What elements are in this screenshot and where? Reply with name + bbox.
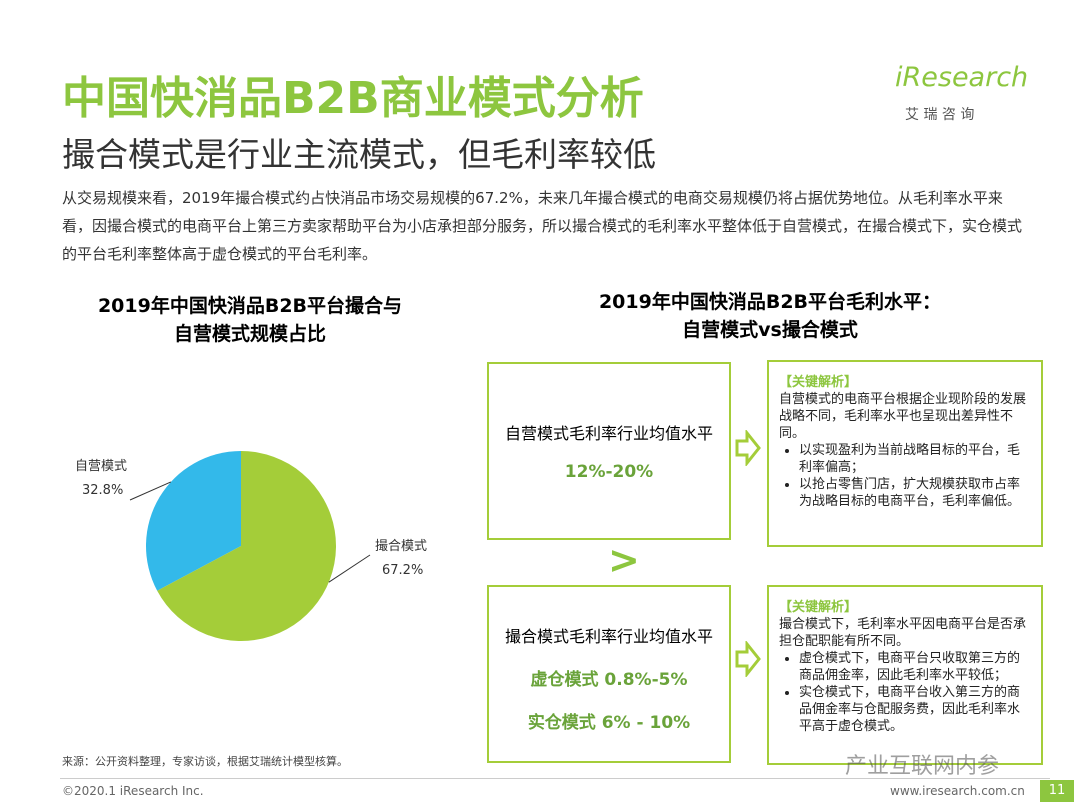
metric-value: 12%-20% [564, 462, 654, 482]
analysis-box: 【关键解析】 撮合模式下，毛利率水平因电商平台是否承担仓配职能有所不同。 虚仓模… [767, 585, 1043, 765]
arrow [735, 641, 761, 677]
subtitle: 撮合模式是行业主流模式，但毛利率较低 [62, 135, 656, 174]
metric-box: 自营模式毛利率行业均值水平 12%-20% [487, 362, 731, 540]
title: 中国快消品B2B商业模式分析 [62, 73, 644, 124]
slice-value: 32.8% [82, 483, 123, 498]
slice-value: 67.2% [382, 563, 423, 578]
source: 来源：公开资料整理，专家访谈，根据艾瑞统计模型核算。 [62, 755, 348, 768]
arrow [735, 430, 761, 466]
chart-title-line: 2019年中国快消品B2B平台撮合与 [97, 295, 403, 317]
comparison-title-line: 自营模式vs撮合模式 [682, 319, 858, 341]
page-number: 11 [1040, 780, 1074, 802]
analysis-bullet: 以实现盈利为当前战略目标的平台，毛利率偏高； [799, 442, 1031, 476]
metric-value: 实仓模式 6% - 10% [527, 713, 691, 733]
analysis-heading: 【关键解析】 [779, 375, 858, 390]
slice-label: 撮合模式 [375, 538, 427, 554]
chart-title-line: 自营模式规模占比 [173, 323, 326, 345]
analysis-text: 自营模式的电商平台根据企业现阶段的发展战略不同，毛利率水平也呈现出差异性不同。 [779, 392, 1027, 441]
footer-rule [60, 778, 1050, 779]
analysis-text: 撮合模式下，毛利率水平因电商平台是否承担仓配职能有所不同。 [779, 617, 1027, 649]
copyright: ©2020.1 iResearch Inc. [62, 784, 204, 798]
metric-label: 撮合模式毛利率行业均值水平 [504, 627, 713, 646]
url: www.iresearch.com.cn [890, 784, 1025, 798]
slice-label: 自营模式 [75, 459, 127, 474]
analysis-bullet: 虚仓模式下，电商平台只收取第三方的商品佣金率，因此毛利率水平较低； [799, 650, 1031, 684]
leader-line [129, 481, 172, 501]
pie-slice [157, 451, 337, 642]
analysis-bullet: 以抢占零售门店，扩大规模获取市占率为战略目标的电商平台，毛利率偏低。 [799, 476, 1031, 510]
analysis-bullet: 实仓模式下，电商平台收入第三方的商品佣金率与仓配服务费，因此毛利率水平高于虚仓模… [799, 684, 1031, 735]
comparison-title: 2019年中国快消品B2B平台毛利水平： 自营模式vs撮合模式 [540, 288, 1000, 344]
pie-slice [146, 451, 241, 591]
comparison-title-line: 2019年中国快消品B2B平台毛利水平： [598, 291, 942, 313]
analysis-box: 【关键解析】 自营模式的电商平台根据企业现阶段的发展战略不同，毛利率水平也呈现出… [767, 360, 1043, 547]
comparator: > [608, 538, 640, 582]
logo: iResearch [895, 62, 1029, 93]
metric-value: 虚仓模式 0.8%-5% [530, 670, 688, 690]
metric-box: 撮合模式毛利率行业均值水平 虚仓模式 0.8%-5% 实仓模式 6% - 10% [487, 585, 731, 763]
analysis-heading: 【关键解析】 [779, 600, 858, 615]
leader-line [328, 554, 371, 583]
logo-sub: 艾 瑞 咨 询 [905, 107, 975, 123]
metric-label: 自营模式毛利率行业均值水平 [504, 424, 713, 443]
pie-chart: 自营模式 32.8% 撮合模式 67.2% [75, 451, 427, 642]
intro: 从交易规模来看，2019年撮合模式约占快消品市场交易规模的67.2%，未来几年撮… [62, 189, 1023, 263]
chart-title: 2019年中国快消品B2B平台撮合与 自营模式规模占比 [60, 292, 440, 348]
watermark: 产业互联网内参 [845, 754, 1000, 779]
